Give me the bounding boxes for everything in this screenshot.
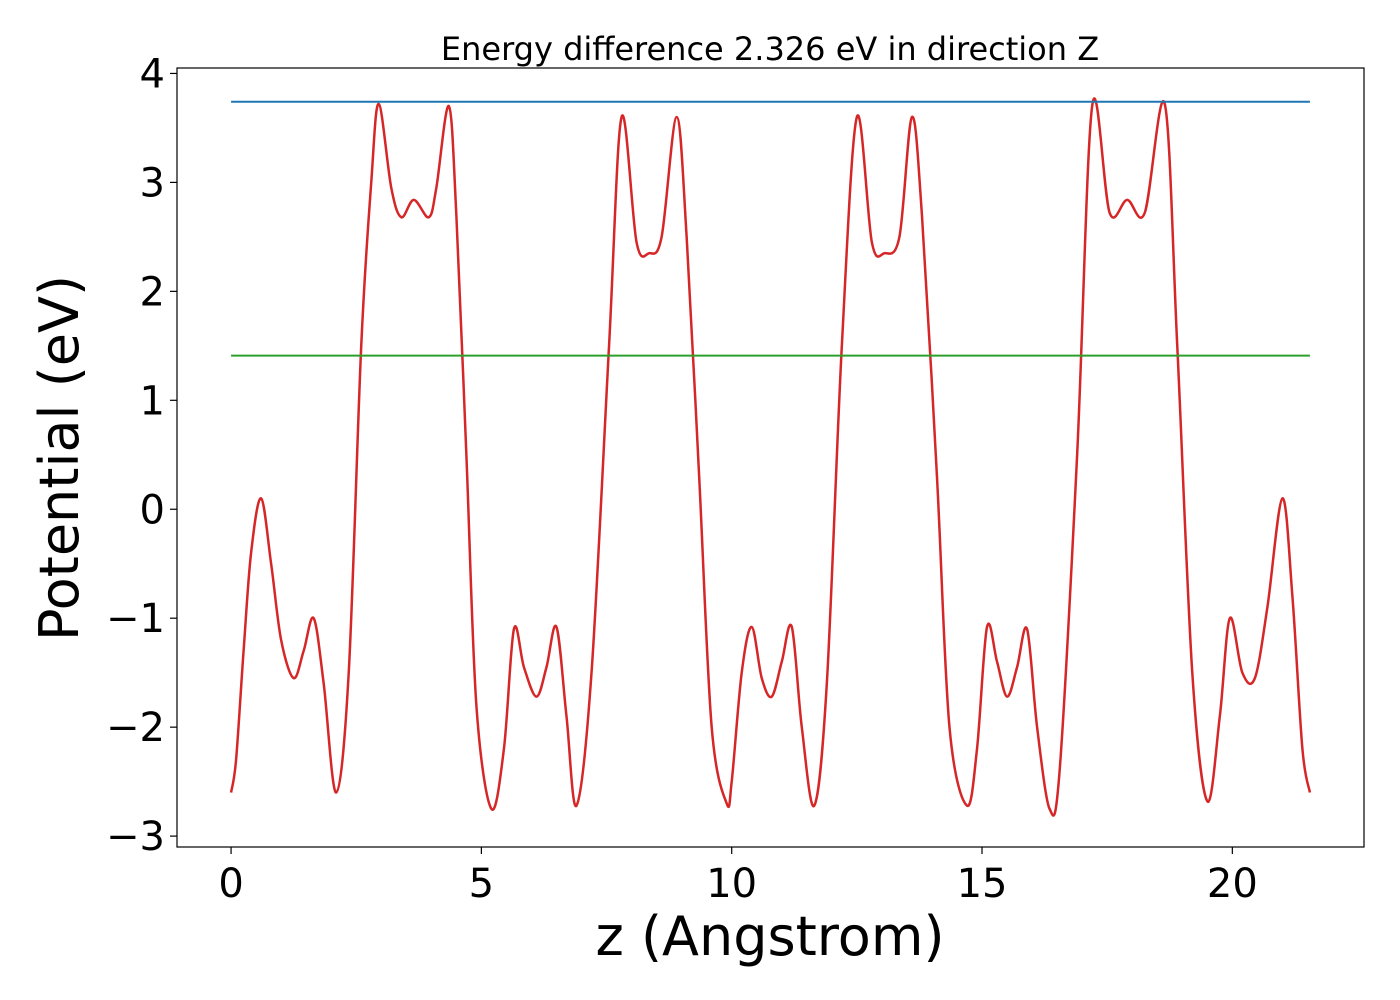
- y-tick-label: 1: [140, 378, 165, 424]
- plot-area: [229, 97, 1312, 817]
- y-tick-label: −2: [106, 705, 165, 751]
- x-tick-label: 15: [957, 861, 1008, 907]
- y-tick-label: −3: [106, 814, 165, 860]
- y-tick-label: 4: [140, 51, 165, 97]
- chart-title: Energy difference 2.326 eV in direction …: [441, 30, 1099, 68]
- y-tick-label: 3: [140, 160, 165, 206]
- y-tick-label: 2: [140, 269, 165, 315]
- y-axis: −3 −2 −1 0 1 2 3 4: [106, 51, 177, 860]
- y-tick-label: −1: [106, 596, 165, 642]
- y-axis-label: Potential (eV): [28, 275, 91, 641]
- x-tick-label: 0: [218, 861, 243, 907]
- y-tick-label: 0: [140, 487, 165, 533]
- x-tick-label: 10: [706, 861, 757, 907]
- plot-frame: [176, 67, 1365, 848]
- x-axis-label: z (Angstrom): [595, 905, 944, 968]
- x-tick-label: 5: [469, 861, 494, 907]
- x-tick-label: 20: [1207, 861, 1258, 907]
- potential-curve: [229, 97, 1312, 817]
- x-axis: 0 5 10 15 20: [218, 847, 1258, 907]
